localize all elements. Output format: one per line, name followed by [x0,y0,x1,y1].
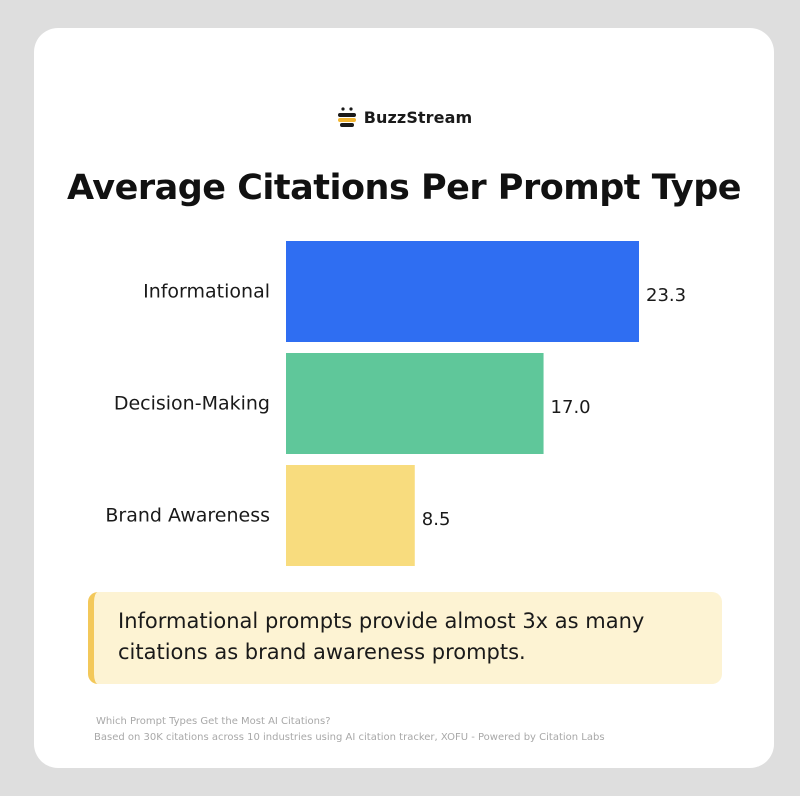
brand-logo: BuzzStream [34,106,774,128]
insight-callout: Informational prompts provide almost 3x … [88,592,722,684]
category-label-decision-making: Decision-Making [114,393,270,415]
bee-icon [337,107,356,127]
source-note: Which Prompt Types Get the Most AI Citat… [94,714,734,746]
value-label-decision-making: 17.0 [551,397,591,418]
value-label-brand-awareness: 8.5 [422,509,451,530]
category-label-informational: Informational [143,281,270,303]
callout-text: Informational prompts provide almost 3x … [118,609,645,664]
chart-title: Average Citations Per Prompt Type [66,168,742,208]
infographic-card: BuzzStream Average Citations Per Prompt … [34,28,774,768]
category-label-brand-awareness: Brand Awareness [105,505,270,527]
value-label-informational: 23.3 [646,285,686,306]
source-title: Which Prompt Types Get the Most AI Citat… [96,716,331,727]
brand-name: BuzzStream [363,107,473,127]
bar-informational [286,241,639,342]
bar-brand-awareness [286,465,415,566]
bar-decision-making [286,353,544,454]
source-description: Based on 30K citations across 10 industr… [94,732,605,743]
bar-chart: Informational 23.3 Decision-Making 17.0 Bran… [105,241,686,566]
